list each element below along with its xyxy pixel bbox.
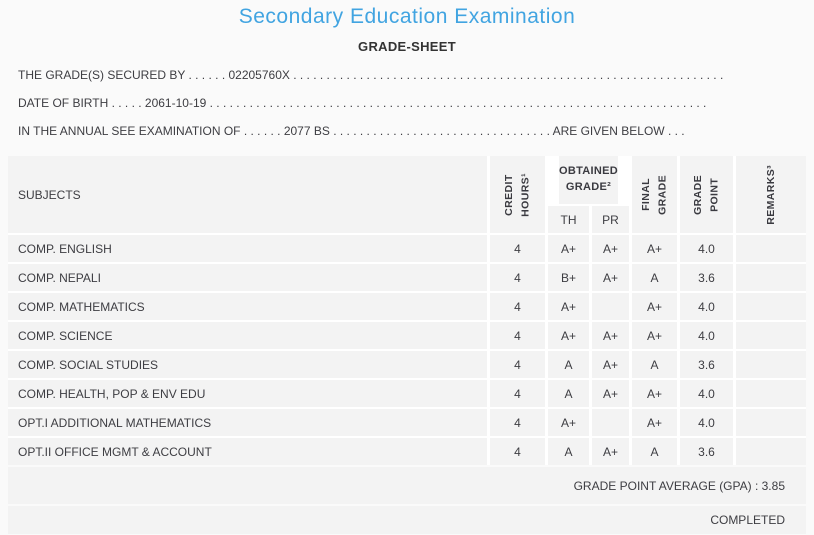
page-title: Secondary Education Examination: [238, 5, 576, 28]
cell-remarks: [736, 409, 806, 436]
cell-pr: A+: [592, 322, 629, 349]
cell-remarks: [736, 438, 806, 465]
cell-pr: A+: [592, 351, 629, 378]
column-header-subjects: SUBJECTS: [8, 156, 487, 233]
column-header-grade-point: GRADE POINT: [680, 156, 733, 233]
cell-final-grade: A+: [632, 380, 677, 407]
cell-final-grade: A+: [632, 322, 677, 349]
table-row: OPT.I ADDITIONAL MATHEMATICS 4 A+ A+ 4.0: [8, 409, 806, 436]
cell-credit-hours: 4: [490, 235, 545, 262]
remarks-vertical-label: REMARKS³: [764, 164, 777, 225]
cell-subject: COMP. HEALTH, POP & ENV EDU: [8, 380, 487, 407]
cell-subject: COMP. NEPALI: [8, 264, 487, 291]
candidate-info: THE GRADE(S) SECURED BY . . . . . . 0220…: [0, 61, 814, 145]
gpa-summary-band: GRADE POINT AVERAGE (GPA) : 3.85: [8, 467, 806, 504]
obtained-grade-label: OBTAINED GRADE²: [558, 156, 619, 204]
column-header-pr: PR: [592, 206, 629, 233]
cell-credit-hours: 4: [490, 438, 545, 465]
cell-grade-point: 4.0: [680, 293, 733, 320]
cell-th: A+: [548, 235, 589, 262]
cell-final-grade: A+: [632, 409, 677, 436]
gpa-text: GRADE POINT AVERAGE (GPA) : 3.85: [573, 478, 785, 493]
cell-grade-point: 3.6: [680, 351, 733, 378]
column-header-final-grade: FINAL GRADE: [632, 156, 677, 233]
cell-grade-point: 4.0: [680, 380, 733, 407]
table-row: COMP. NEPALI 4 B+ A+ A 3.6: [8, 264, 806, 291]
cell-remarks: [736, 293, 806, 320]
cell-credit-hours: 4: [490, 351, 545, 378]
cell-remarks: [736, 322, 806, 349]
status-text: COMPLETED: [710, 513, 785, 527]
cell-subject: OPT.I ADDITIONAL MATHEMATICS: [8, 409, 487, 436]
cell-grade-point: 4.0: [680, 409, 733, 436]
cell-remarks: [736, 264, 806, 291]
cell-grade-point: 4.0: [680, 322, 733, 349]
grade-point-vertical-label: GRADE POINT: [692, 174, 721, 215]
cell-final-grade: A: [632, 264, 677, 291]
cell-th: A: [548, 380, 589, 407]
final-grade-vertical-label: FINAL GRADE: [640, 174, 669, 215]
table-body: COMP. ENGLISH 4 A+ A+ A+ 4.0 COMP. NEPALI 4 B+ A+…: [8, 233, 806, 465]
cell-th: A: [548, 438, 589, 465]
cell-grade-point: 3.6: [680, 438, 733, 465]
cell-final-grade: A: [632, 351, 677, 378]
cell-grade-point: 4.0: [680, 235, 733, 262]
cell-pr: [592, 293, 629, 320]
column-header-obtained-grade: OBTAINED GRADE² TH PR: [548, 156, 629, 233]
cell-pr: [592, 409, 629, 436]
info-line-grades-secured-by: THE GRADE(S) SECURED BY . . . . . . 0220…: [18, 68, 724, 82]
table-row: COMP. SOCIAL STUDIES 4 A A+ A 3.6: [8, 351, 806, 378]
credit-hours-vertical-label: CREDIT HOURS¹: [503, 172, 532, 217]
cell-th: B+: [548, 264, 589, 291]
table-row: COMP. MATHEMATICS 4 A+ A+ 4.0: [8, 293, 806, 320]
cell-pr: A+: [592, 235, 629, 262]
cell-credit-hours: 4: [490, 322, 545, 349]
cell-final-grade: A: [632, 438, 677, 465]
info-line-examination-year: IN THE ANNUAL SEE EXAMINATION OF . . . .…: [18, 124, 685, 138]
table-row: COMP. HEALTH, POP & ENV EDU 4 A A+ A+ 4.0: [8, 380, 806, 407]
column-header-th: TH: [548, 206, 589, 233]
cell-subject: OPT.II OFFICE MGMT & ACCOUNT: [8, 438, 487, 465]
sheet-subtitle: GRADE-SHEET: [358, 39, 456, 54]
cell-remarks: [736, 380, 806, 407]
result-status-band: COMPLETED: [8, 506, 806, 534]
cell-credit-hours: 4: [490, 293, 545, 320]
cell-remarks: [736, 351, 806, 378]
info-line-date-of-birth: DATE OF BIRTH . . . . . 2061-10-19 . . .…: [18, 96, 707, 110]
table-row: OPT.II OFFICE MGMT & ACCOUNT 4 A A+ A 3.6: [8, 438, 806, 465]
cell-pr: A+: [592, 264, 629, 291]
cell-credit-hours: 4: [490, 264, 545, 291]
cell-final-grade: A+: [632, 293, 677, 320]
cell-subject: COMP. MATHEMATICS: [8, 293, 487, 320]
cell-credit-hours: 4: [490, 409, 545, 436]
column-header-credit-hours: CREDIT HOURS¹: [490, 156, 545, 233]
column-header-remarks: REMARKS³: [736, 156, 806, 233]
cell-th: A+: [548, 409, 589, 436]
cell-pr: A+: [592, 438, 629, 465]
cell-final-grade: A+: [632, 235, 677, 262]
grades-table: SUBJECTS CREDIT HOURS¹ OBTAINED GRADE² T…: [8, 156, 806, 465]
cell-th: A+: [548, 322, 589, 349]
cell-th: A: [548, 351, 589, 378]
cell-grade-point: 3.6: [680, 264, 733, 291]
cell-subject: COMP. SOCIAL STUDIES: [8, 351, 487, 378]
cell-credit-hours: 4: [490, 380, 545, 407]
cell-remarks: [736, 235, 806, 262]
cell-th: A+: [548, 293, 589, 320]
table-row: COMP. ENGLISH 4 A+ A+ A+ 4.0: [8, 235, 806, 262]
cell-subject: COMP. SCIENCE: [8, 322, 487, 349]
table-header-row: SUBJECTS CREDIT HOURS¹ OBTAINED GRADE² T…: [8, 156, 806, 233]
table-row: COMP. SCIENCE 4 A+ A+ A+ 4.0: [8, 322, 806, 349]
obtained-grade-subheaders: TH PR: [548, 206, 629, 233]
cell-pr: A+: [592, 380, 629, 407]
cell-subject: COMP. ENGLISH: [8, 235, 487, 262]
